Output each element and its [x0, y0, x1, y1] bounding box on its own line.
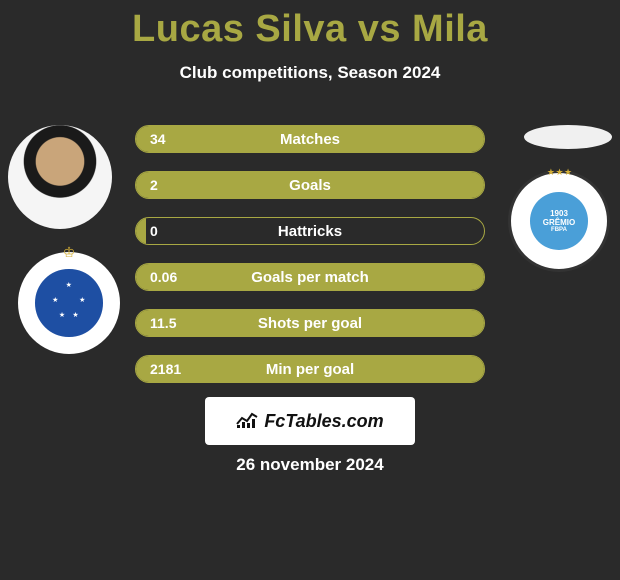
brand-box[interactable]: FcTables.com — [205, 397, 415, 445]
club-badge-right: ★ ★ ★ 1903 GRÊMIO FBPA — [508, 170, 610, 272]
stat-label: Matches — [136, 126, 484, 152]
badge-sub: FBPA — [551, 227, 567, 233]
stat-row-mpg: 2181 Min per goal — [135, 355, 485, 383]
stat-label: Hattricks — [136, 218, 484, 244]
player-photo-left — [8, 125, 112, 229]
date-line: 26 november 2024 — [0, 455, 620, 475]
badge-year: 1903 — [550, 209, 568, 218]
stat-row-spg: 11.5 Shots per goal — [135, 309, 485, 337]
player-photo-right — [524, 125, 612, 149]
subtitle: Club competitions, Season 2024 — [0, 63, 620, 83]
page-title: Lucas Silva vs Mila — [0, 0, 620, 51]
brand-text: FcTables.com — [264, 411, 383, 432]
badge-text: GRÊMIO — [543, 218, 575, 227]
stat-row-hattricks: 0 Hattricks — [135, 217, 485, 245]
stat-label: Goals — [136, 172, 484, 198]
club-badge-left: ♔ ★ ★ ★ ★ ★ — [18, 252, 120, 354]
crown-icon: ♔ — [63, 244, 76, 261]
stat-row-matches: 34 Matches — [135, 125, 485, 153]
stars-icon: ★ ★ ★ — [547, 167, 571, 178]
stat-label: Shots per goal — [136, 310, 484, 336]
stat-label: Min per goal — [136, 356, 484, 382]
stat-row-gpm: 0.06 Goals per match — [135, 263, 485, 291]
chart-icon — [236, 410, 258, 433]
stats-area: 34 Matches 2 Goals 0 Hattricks 0.06 Goal… — [135, 125, 485, 401]
stat-label: Goals per match — [136, 264, 484, 290]
stat-row-goals: 2 Goals — [135, 171, 485, 199]
